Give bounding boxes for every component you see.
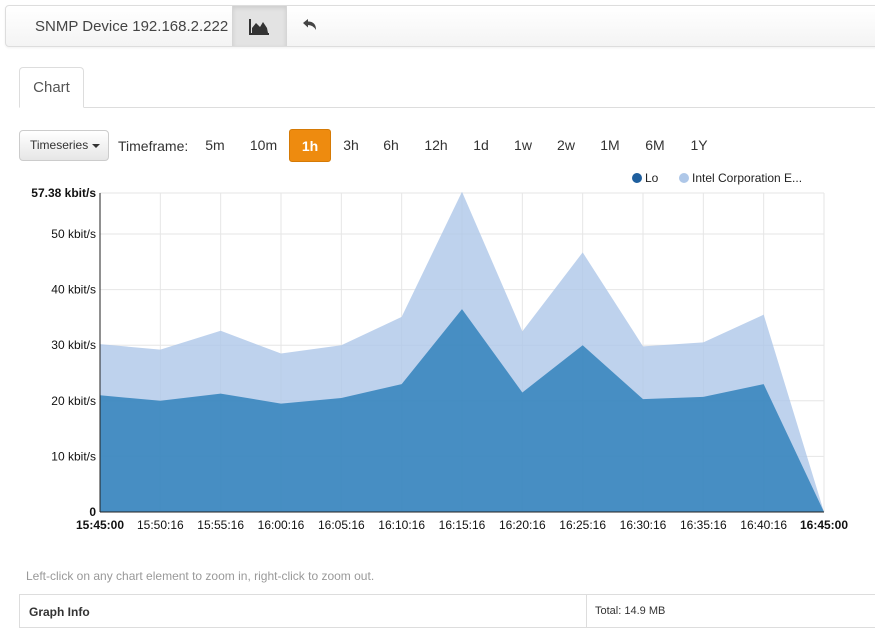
back-button[interactable] [286, 6, 332, 46]
timeframe-1w-button[interactable]: 1w [514, 137, 532, 153]
timeframe-2w-button[interactable]: 2w [557, 137, 575, 153]
x-tick-label: 16:10:16 [378, 518, 425, 532]
x-tick-label: 15:55:16 [197, 518, 244, 532]
legend-label: Lo [645, 171, 659, 185]
timeframe-1d-button[interactable]: 1d [473, 137, 489, 153]
tab-chart[interactable]: Chart [19, 67, 84, 108]
x-tick-label: 15:45:00 [76, 518, 124, 532]
graph-info-header: Graph Info [29, 605, 90, 619]
x-tick-label: 15:50:16 [137, 518, 184, 532]
x-tick-label: 16:30:16 [620, 518, 667, 532]
x-tick-label: 16:00:16 [258, 518, 305, 532]
graph-info-table: Graph Info Total: 14.9 MB [19, 594, 875, 628]
timeframe-3h-button[interactable]: 3h [343, 137, 359, 153]
top-navbar: SNMP Device 192.168.2.222 [5, 5, 875, 47]
legend-label: Intel Corporation E... [692, 171, 802, 185]
x-tick-label: 16:45:00 [800, 518, 848, 532]
timeframe-6M-button[interactable]: 6M [645, 137, 665, 153]
x-tick-label: 16:35:16 [680, 518, 727, 532]
y-tick-label: 10 kbit/s [51, 449, 96, 463]
y-tick-label: 50 kbit/s [51, 227, 96, 241]
timeframe-label: Timeframe: [118, 138, 189, 154]
x-tick-label: 16:25:16 [559, 518, 606, 532]
timeframe-10m-button[interactable]: 10m [249, 137, 278, 153]
area-chart-icon [249, 19, 269, 35]
x-tick-label: 16:15:16 [439, 518, 486, 532]
x-tick-label: 16:05:16 [318, 518, 365, 532]
chevron-down-icon [92, 143, 101, 148]
tab-bar-line [19, 107, 875, 108]
reply-arrow-icon [303, 19, 316, 30]
y-tick-label: 0 [89, 505, 96, 519]
x-tick-label: 16:20:16 [499, 518, 546, 532]
device-title[interactable]: SNMP Device 192.168.2.222 [35, 18, 229, 35]
chart-view-button[interactable] [232, 6, 287, 46]
legend-marker [632, 173, 642, 183]
timeframe-6h-button[interactable]: 6h [383, 137, 399, 153]
y-tick-label: 57.38 kbit/s [31, 186, 96, 200]
timeframe-1Y-button[interactable]: 1Y [690, 137, 708, 153]
view-select-dropdown[interactable]: Timeseries [19, 130, 109, 161]
view-select-label: Timeseries [30, 138, 89, 152]
zoom-hint-text: Left-click on any chart element to zoom … [26, 569, 375, 583]
timeframe-1M-button[interactable]: 1M [600, 137, 620, 153]
timeframe-1h-button[interactable]: 1h [289, 129, 331, 162]
y-tick-label: 40 kbit/s [51, 283, 96, 297]
table-divider [586, 595, 587, 627]
timeframe-12h-button[interactable]: 12h [424, 137, 448, 153]
timeframe-5m-button[interactable]: 5m [205, 137, 225, 153]
total-traffic-value: Total: 14.9 MB [595, 605, 666, 617]
y-tick-label: 20 kbit/s [51, 394, 96, 408]
y-tick-label: 30 kbit/s [51, 338, 96, 352]
traffic-area-chart[interactable]: 0 10 kbit/s 20 kbit/s 30 kbit/s 40 kbit/s 50 … [0, 170, 875, 540]
legend-marker [679, 173, 689, 183]
x-tick-label: 16:40:16 [740, 518, 787, 532]
series-area-lo [100, 309, 824, 512]
